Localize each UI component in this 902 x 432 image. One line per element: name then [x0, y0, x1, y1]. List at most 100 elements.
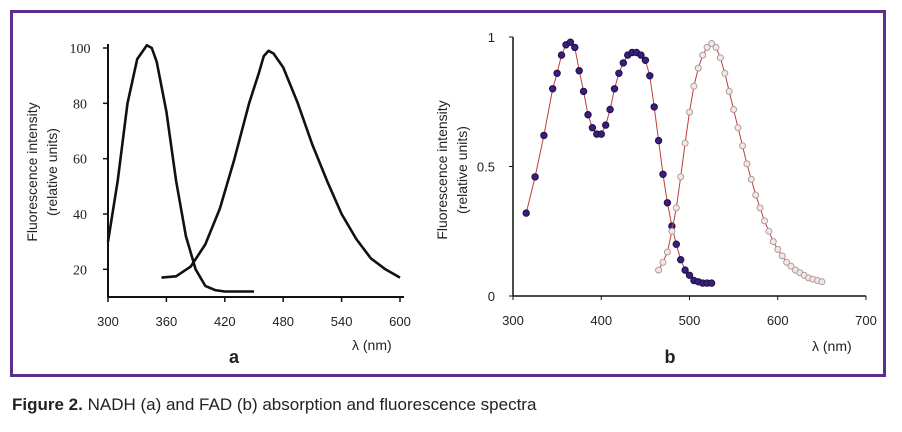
panel-b-series-1-point — [685, 271, 694, 279]
panel-b-x-tick-label: 500 — [679, 313, 701, 328]
panel-b-series-2-point — [818, 278, 826, 286]
panel-a-axes — [107, 44, 404, 298]
panel-a-series — [106, 43, 401, 293]
panel-b-y-tick-label: 1 — [488, 30, 495, 45]
panel-b-series-1-point — [672, 240, 680, 248]
panel-b-series-1-point — [557, 51, 566, 59]
panel-b-series-2-point — [672, 204, 680, 212]
panel-b-series-1-point — [654, 136, 663, 145]
panel-a: 300 360 420 480 540 600 20 40 60 80 100 Fluorescen… — [24, 42, 411, 367]
panel-b-series-1-point — [602, 121, 610, 129]
panel-b-series-2-point — [734, 124, 742, 132]
panel-b-x-tick-label: 400 — [590, 313, 612, 328]
panel-b-series-2-point — [774, 245, 782, 253]
caption-label: Figure 2. — [12, 395, 83, 414]
panel-b-letter: b — [665, 347, 676, 367]
panel-b-series-2-point — [677, 173, 685, 181]
panel-b-series-2-point — [668, 227, 676, 235]
panel-b-series-1-point — [571, 43, 579, 52]
panel-b-series-2-point — [708, 40, 716, 47]
panel-b-series-1-point — [588, 124, 597, 132]
panel-b-ticks: 300 400 500 600 700 0 0.5 1 — [477, 30, 877, 328]
panel-a-ylabel-line2: (relative units) — [44, 128, 60, 216]
panel-b-series-1-point — [619, 59, 627, 67]
panel-b-ylabel-line1: Fluorescence intensity — [434, 100, 450, 239]
panel-a-y-tick-label: 20 — [73, 263, 87, 278]
panel-b-series-2-point — [769, 238, 777, 246]
panel-a-ticks: 300 360 420 480 540 600 20 40 60 80 100 — [70, 42, 411, 329]
panel-b-ylabel-line2: (relative units) — [454, 126, 470, 214]
panel-b-series-1-point — [549, 85, 557, 93]
panel-b-series — [522, 38, 826, 287]
panel-b-series-1-point — [597, 130, 605, 138]
panel-b-series-2-point — [743, 160, 751, 168]
panel-b-series-2-point — [721, 69, 729, 77]
panel-b-series-2-point — [761, 217, 768, 225]
panel-b-series-2-point — [783, 258, 791, 266]
panel-b-xlabel: λ (nm) — [812, 338, 852, 354]
panel-b-series-2-point — [787, 262, 795, 270]
panel-b-series-2-point — [747, 175, 755, 183]
panel-b-series-1-point — [522, 209, 530, 217]
panel-a-x-tick-label: 300 — [97, 314, 119, 329]
caption-text: NADH (a) and FAD (b) absorption and fluo… — [82, 395, 537, 414]
panel-b-x-tick-label: 600 — [767, 313, 789, 328]
panel-b-x-tick-label: 300 — [502, 313, 524, 328]
panel-b-series-1-point — [641, 56, 650, 64]
panel-b-series-2-point — [739, 142, 746, 150]
panel-a-y-tick-label: 80 — [73, 97, 87, 112]
panel-b: 300 400 500 600 700 0 0.5 1 Fluorescence intens… — [434, 30, 877, 367]
panel-a-x-tick-label: 600 — [389, 314, 411, 329]
panel-b-series-2-point — [703, 43, 711, 51]
panel-b-series-1-point — [650, 103, 658, 111]
figure-frame — [10, 10, 886, 377]
panel-b-series-2-point — [663, 248, 671, 256]
panel-b-axes — [512, 37, 866, 297]
panel-a-y-tick-label: 100 — [70, 42, 91, 57]
panel-b-series-2-point — [725, 87, 733, 95]
panel-a-xlabel: λ (nm) — [352, 337, 392, 353]
panel-b-series-1-point — [615, 69, 623, 78]
panel-a-ylabel-line1: Fluorescence intensity — [24, 102, 40, 241]
panel-a-x-tick-label: 480 — [272, 314, 294, 329]
panel-b-series-1-point — [584, 111, 592, 119]
panel-b-series-2-line — [658, 42, 823, 283]
panel-b-series-2-point — [716, 54, 724, 62]
panel-b-series-2-point — [686, 108, 693, 116]
panel-b-series-1-point — [540, 131, 548, 140]
panel-b-series-1-point — [646, 72, 654, 80]
panel-b-series-1-point — [610, 85, 619, 93]
panel-b-series-1-point — [566, 38, 575, 46]
panel-a-y-tick-label: 40 — [73, 208, 87, 223]
panel-b-series-2-point — [730, 106, 738, 113]
panel-b-series-2-point — [659, 258, 667, 266]
panel-b-series-1-point — [681, 266, 689, 274]
panel-b-y-tick-label: 0.5 — [477, 160, 495, 175]
panel-b-series-2-point — [752, 191, 760, 199]
panel-b-series-2-point — [681, 139, 689, 147]
panel-a-letter: a — [229, 347, 240, 367]
panel-b-series-2-point — [690, 82, 698, 90]
panel-b-series-1-point — [575, 67, 583, 75]
panel-a-x-tick-label: 360 — [156, 314, 178, 329]
panel-b-y-tick-label: 0 — [488, 289, 495, 304]
panel-a-x-tick-label: 540 — [331, 314, 353, 329]
panel-b-series-1-point — [663, 199, 672, 207]
panel-b-series-2-point — [655, 266, 663, 274]
panel-b-series-2-point — [756, 204, 764, 212]
panel-b-series-1-point — [677, 256, 685, 264]
panel-b-series-2-point — [712, 43, 720, 51]
panel-b-series-1-point — [531, 173, 539, 181]
panel-a-series-1-line — [106, 43, 254, 293]
panel-a-x-tick-label: 420 — [214, 314, 236, 329]
panel-b-x-tick-label: 700 — [855, 313, 877, 328]
panel-b-series-2-point — [765, 227, 773, 235]
panel-b-series-1-point — [707, 279, 716, 287]
panel-b-series-1-line — [525, 41, 712, 284]
panel-b-series-1-point — [637, 51, 645, 59]
panel-b-series-1-point — [553, 69, 561, 78]
panel-b-series-2-point — [699, 51, 707, 59]
figure-caption: Figure 2. NADH (a) and FAD (b) absorptio… — [12, 395, 536, 415]
panel-b-series-1-point — [579, 87, 588, 96]
